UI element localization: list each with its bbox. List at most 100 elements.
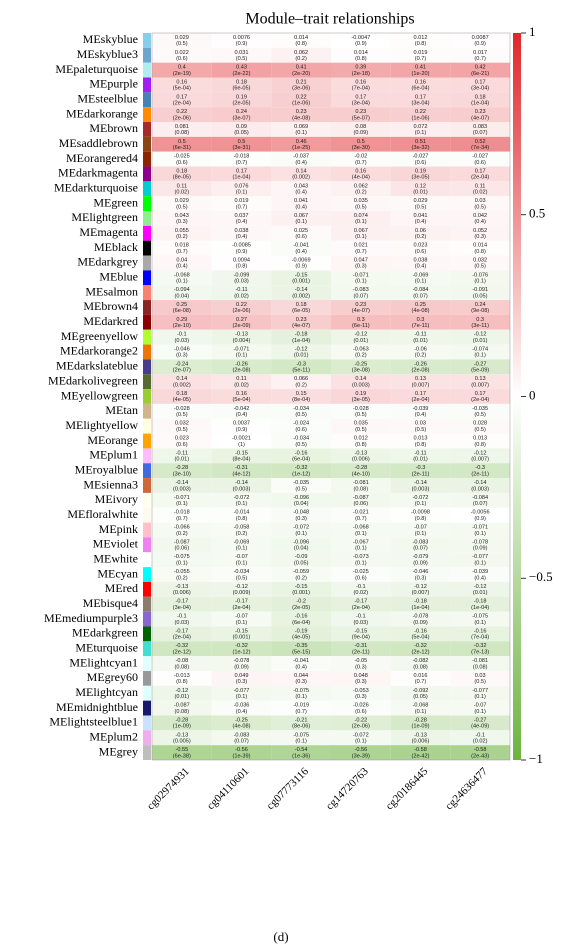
cell-value: -0.075: [472, 614, 488, 620]
cell-pvalue: (0.06): [354, 501, 369, 507]
cell-value: -0.17: [175, 628, 188, 634]
cell-value: 0.25: [415, 302, 426, 308]
cell-pvalue: (4e-09): [471, 724, 489, 730]
cell: [450, 166, 510, 182]
cell-value: -0.15: [295, 584, 308, 590]
cell: [211, 62, 272, 78]
cell-value: 0.3: [417, 317, 425, 323]
cell-pvalue: (0.01): [175, 694, 190, 700]
cell-pvalue: (1e-04): [471, 101, 489, 107]
cell-pvalue: (0.1): [474, 531, 486, 537]
cell: [152, 374, 212, 390]
cell-value: 0.13: [475, 376, 486, 382]
cell-value: 0.17: [176, 94, 187, 100]
cell-value: -0.17: [235, 599, 248, 605]
cell-value: -0.07: [414, 525, 427, 531]
cell-value: -0.035: [293, 480, 309, 486]
cell: [390, 47, 451, 63]
module-swatch: [143, 730, 151, 746]
cell-pvalue: (2e-12): [173, 649, 191, 655]
cell-pvalue: (0.1): [474, 709, 486, 715]
cell-pvalue: (0.1): [355, 560, 367, 566]
cell-value: 0.17: [415, 94, 426, 100]
cell-value: -0.077: [472, 554, 488, 560]
cell: [450, 344, 510, 360]
cell-pvalue: (0.5): [415, 204, 427, 210]
cell-pvalue: (0.4): [295, 190, 307, 196]
cell-value: 0.047: [354, 257, 368, 263]
cell-value: 0.22: [236, 302, 247, 308]
cell-pvalue: (2e-04): [352, 605, 370, 611]
cell: [271, 270, 331, 286]
cell: [390, 552, 451, 568]
row-label: MEwhite: [93, 551, 138, 565]
row-label: MEdarkred: [83, 314, 138, 328]
row-label: MEdarkturquoise: [54, 181, 138, 195]
cell-pvalue: (3e-31): [232, 145, 250, 151]
cell-value: -0.1: [177, 332, 187, 338]
module-swatch: [143, 136, 151, 152]
cell-pvalue: (2e-06): [352, 724, 370, 730]
cell-pvalue: (0.1): [415, 531, 427, 537]
cell: [271, 715, 331, 731]
cell-value: 0.03: [475, 198, 486, 204]
cell-value: -0.26: [235, 361, 248, 367]
cell-value: -0.02: [354, 154, 367, 160]
cell-value: -0.0021: [232, 436, 251, 442]
cell-value: 0.019: [235, 198, 249, 204]
cell-value: 0.049: [235, 673, 249, 679]
cell: [271, 240, 331, 256]
cell-pvalue: (0.4): [236, 709, 248, 715]
cell-value: -0.32: [295, 465, 308, 471]
cell: [331, 33, 391, 48]
cell: [331, 685, 391, 701]
cell-pvalue: (0.5): [295, 486, 307, 492]
cell: [450, 196, 510, 212]
cell: [152, 552, 212, 568]
module-swatch: [143, 47, 151, 63]
cell: [331, 389, 391, 404]
cell-value: 0.19: [236, 94, 247, 100]
cell: [390, 255, 451, 271]
cell-value: 0.16: [176, 79, 187, 85]
cell-pvalue: (0.9): [474, 41, 486, 47]
cell-pvalue: (0.4): [474, 575, 486, 581]
cell-value: -0.07: [235, 614, 248, 620]
cell-value: -0.087: [353, 495, 369, 501]
cell-pvalue: (0.02): [234, 293, 249, 299]
cell-pvalue: (0.2): [176, 575, 188, 581]
cell-value: 0.22: [415, 109, 426, 115]
cell: [331, 314, 391, 330]
cell-value: -0.15: [295, 272, 308, 278]
module-swatch: [143, 626, 151, 642]
cell: [271, 196, 331, 212]
cell-pvalue: (0.1): [415, 501, 427, 507]
cell-pvalue: (0.5): [474, 204, 486, 210]
cell-pvalue: (0.09): [413, 560, 428, 566]
cell-value: 0.24: [475, 302, 486, 308]
cell-value: -0.15: [354, 628, 367, 634]
cell-value: 0.41: [296, 65, 307, 71]
cell: [450, 567, 510, 582]
cell-pvalue: (0.4): [236, 234, 248, 240]
cell-value: -0.13: [175, 732, 188, 738]
cell: [390, 641, 451, 657]
cell-pvalue: (0.6): [355, 709, 367, 715]
cell-pvalue: (7e-13): [471, 649, 489, 655]
cell: [331, 581, 391, 597]
cell-pvalue: (0.7): [355, 516, 367, 522]
cell-value: -0.076: [472, 272, 488, 278]
cell-value: -0.046: [413, 569, 429, 575]
cell: [271, 300, 331, 315]
module-swatch: [143, 715, 151, 731]
cell: [152, 77, 212, 93]
cell-value: -0.1: [177, 614, 187, 620]
cell-value: -0.028: [353, 406, 369, 412]
cell-pvalue: (0.1): [355, 234, 367, 240]
cell-value: 0.041: [294, 198, 308, 204]
cell: [390, 136, 451, 152]
cell: [211, 641, 272, 657]
cell-pvalue: (0.1): [474, 353, 486, 359]
cell-value: -0.13: [175, 584, 188, 590]
cell-value: 0.3: [476, 317, 484, 323]
